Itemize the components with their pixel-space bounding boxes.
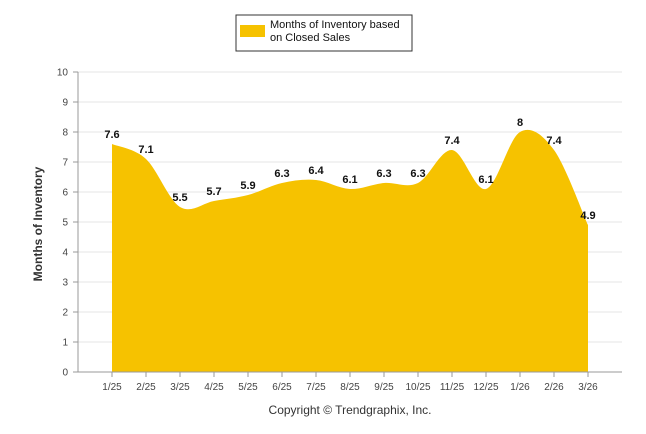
data-label-11-25: 7.4 <box>444 135 460 147</box>
legend-label-line2: on Closed Sales <box>270 32 351 44</box>
data-label-1-25: 7.6 <box>104 129 119 141</box>
x-tick-label-2-25: 2/25 <box>136 382 156 393</box>
x-tick-label-10-25: 10/25 <box>405 382 430 393</box>
data-label-9-25: 6.3 <box>376 168 391 180</box>
x-tick-label-8-25: 8/25 <box>340 382 360 393</box>
y-tick-label: 7 <box>62 158 68 169</box>
data-label-10-25: 6.3 <box>410 168 425 180</box>
x-axis-ticks: 1/25 2/25 3/25 4/25 5/25 6/25 7/25 8/25 9/25 10/2… <box>102 372 598 393</box>
data-label-1-26: 8 <box>517 117 523 129</box>
y-tick-label: 10 <box>57 68 69 79</box>
data-label-3-26: 4.9 <box>580 210 595 222</box>
data-labels: 7.6 7.1 5.5 5.7 5.9 6.3 6.4 6.1 6.3 6.3 7.4 6.1 8 7.4… <box>104 117 595 222</box>
y-axis-title: Months of Inventory <box>31 166 45 281</box>
x-tick-label-3-25: 3/25 <box>170 382 190 393</box>
copyright-footer: Copyright © Trendgraphix, Inc. <box>269 403 432 417</box>
data-label-2-25: 7.1 <box>138 144 153 156</box>
legend-box <box>235 14 413 52</box>
y-axis-ticks: 0 1 2 3 4 5 6 7 8 9 10 <box>57 68 78 379</box>
x-tick-label-5-25: 5/25 <box>238 382 258 393</box>
x-tick-label-9-25: 9/25 <box>374 382 394 393</box>
y-tick-label: 2 <box>62 308 68 319</box>
y-tick-label: 6 <box>62 188 68 199</box>
y-tick-label: 5 <box>62 218 68 229</box>
x-tick-label-12-25: 12/25 <box>473 382 498 393</box>
x-tick-label-4-25: 4/25 <box>204 382 224 393</box>
y-tick-label: 1 <box>62 338 68 349</box>
inventory-area-series <box>112 129 588 372</box>
x-tick-label-6-25: 6/25 <box>272 382 292 393</box>
y-tick-label: 0 <box>62 368 68 379</box>
data-label-4-25: 5.7 <box>206 186 221 198</box>
x-tick-label-1-26: 1/26 <box>510 382 530 393</box>
y-tick-label: 4 <box>62 248 68 259</box>
y-tick-label: 8 <box>62 128 68 139</box>
data-label-3-25: 5.5 <box>172 192 187 204</box>
data-label-7-25: 6.4 <box>308 165 324 177</box>
data-label-12-25: 6.1 <box>478 174 493 186</box>
legend: Months of Inventory based on Closed Sale… <box>235 14 413 52</box>
y-tick-label: 3 <box>62 278 68 289</box>
data-label-5-25: 5.9 <box>240 180 255 192</box>
x-tick-label-11-25: 11/25 <box>440 382 465 393</box>
x-tick-label-1-25: 1/25 <box>102 382 122 393</box>
data-label-2-26: 7.4 <box>546 135 562 147</box>
legend-label-line1: Months of Inventory based <box>270 19 400 31</box>
x-tick-label-7-25: 7/25 <box>306 382 326 393</box>
data-label-6-25: 6.3 <box>274 168 289 180</box>
data-label-8-25: 6.1 <box>342 174 357 186</box>
y-tick-label: 9 <box>62 98 68 109</box>
legend-swatch <box>240 25 265 37</box>
x-tick-label-3-26: 3/26 <box>578 382 598 393</box>
x-tick-label-2-26: 2/26 <box>544 382 564 393</box>
